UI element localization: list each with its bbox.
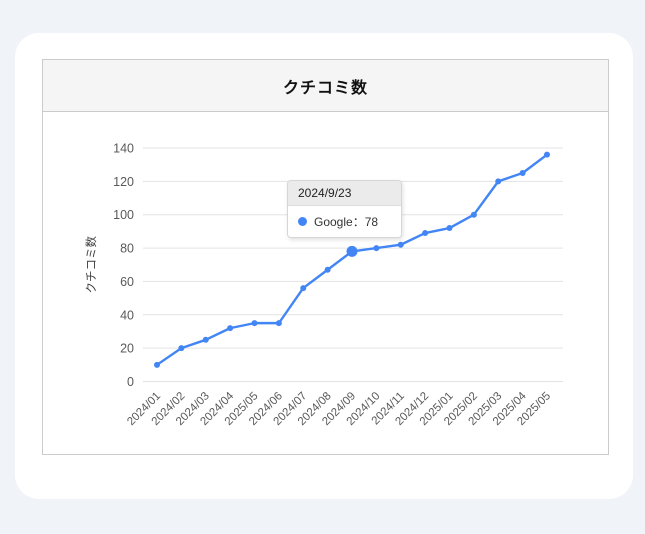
tooltip-series-value: Google：78 [314,215,379,229]
data-point-highlighted[interactable] [346,245,358,257]
y-tick-label: 140 [113,142,134,156]
chart-card: クチコミ数 0 20 40 60 80 100 120 140 2024/01 2024/02 20… [15,33,633,499]
data-point[interactable] [300,285,307,292]
data-point[interactable] [275,320,282,327]
y-tick-label: 100 [113,208,134,222]
chart-tooltip: 2024/9/23 Google：78 [287,180,402,238]
y-tick-label: 20 [120,342,134,356]
data-point[interactable] [470,211,477,218]
panel-header: クチコミ数 [43,60,608,112]
data-point[interactable] [154,361,160,368]
reviews-panel: クチコミ数 0 20 40 60 80 100 120 140 2024/01 2024/02 20… [42,59,609,455]
data-point[interactable] [422,230,429,237]
y-tick-label: 0 [127,375,134,389]
tooltip-body: Google：78 [288,206,401,237]
chart-area: 0 20 40 60 80 100 120 140 2024/01 2024/02 2024/03 2… [43,112,608,454]
panel-title: クチコミ数 [282,79,368,97]
data-point[interactable] [446,225,453,232]
data-point[interactable] [544,151,550,158]
y-tick-label: 80 [120,242,134,256]
series-dot-icon [298,217,307,226]
y-tick-label: 120 [113,175,134,189]
tooltip-date: 2024/9/23 [288,181,401,206]
data-point[interactable] [251,320,258,327]
data-point[interactable] [397,241,404,248]
y-axis-title: クチコミ数 [84,236,98,294]
data-point[interactable] [178,345,185,352]
review-chart-svg: 0204060801001201402024/012024/022024/032… [84,142,563,428]
data-point[interactable] [227,325,234,332]
data-point[interactable] [519,170,526,177]
data-point[interactable] [324,266,331,273]
data-point[interactable] [495,178,502,185]
data-point[interactable] [202,336,209,343]
y-tick-label: 60 [120,275,134,289]
data-point[interactable] [373,245,380,252]
y-tick-label: 40 [120,308,134,322]
